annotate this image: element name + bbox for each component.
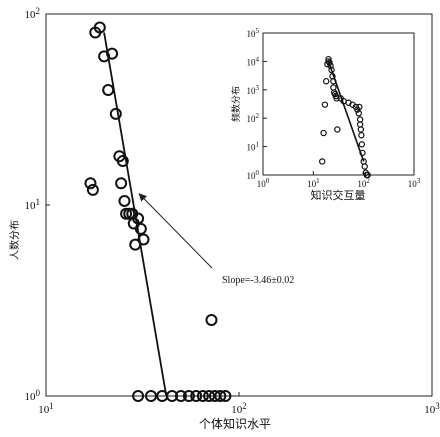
main-y-tick-label: 101 [25,197,41,212]
main-data-point [196,390,209,402]
inset-data-point [356,103,363,111]
main-x-tick-label: 103 [424,401,440,416]
inset-y-axis-label: 频数分布 [230,86,241,122]
main-data-point [174,390,187,402]
main-data-point [145,390,158,402]
main-data-point [190,390,203,402]
inset-y-tick-exponent: 0 [256,169,260,177]
main-y-axis-label: 人数分布 [8,220,21,260]
inset-plot-frame [262,32,415,176]
main-data-point [84,177,97,190]
inset-data-point [326,59,333,66]
main-y-tick-exponent: 0 [36,388,41,398]
main-x-tick-exponent: 2 [242,401,247,411]
main-data-point [182,390,195,402]
main-data-point [118,194,131,207]
main-data-point [137,233,150,246]
main-data-point [102,84,115,97]
inset-data-point [358,141,366,148]
inset-data-point [318,158,326,165]
main-data-point [98,50,111,63]
inset-data-point [327,62,334,69]
inset-background [224,26,420,198]
inset-x-axis-label: 知识交互量 [311,188,366,202]
inset-data-point [322,78,330,85]
main-y-tick-label: 102 [25,6,41,21]
main-data-point [109,107,122,120]
main-data-point [166,390,179,402]
main-y-tick-label: 100 [25,388,41,403]
inset-data-point [357,126,365,133]
main-x-axis-label: 个体知识水平 [199,417,271,431]
inset-points [318,55,371,179]
main-data-point [132,212,145,225]
main-data-point [116,154,129,167]
slope-annotation: Slope=-3.46±0.02 [222,275,294,286]
main-data-point [129,238,142,251]
main-x-tick-exponent: 3 [435,401,440,411]
inset-x-tick-exponent: 1 [316,177,320,185]
main-data-point [115,177,128,190]
main-y-tick-exponent: 2 [36,6,41,16]
inset-data-point [358,132,365,139]
main-data-point [132,390,145,402]
inset-y-tick-exponent: 4 [256,55,260,63]
inset-x-tick-exponent: 2 [366,177,370,185]
inset-data-point [359,149,366,157]
inset-y-tick-exponent: 5 [256,27,260,35]
inset-data-point [321,101,329,108]
main-data-point [219,390,232,402]
inset-data-point [330,78,337,85]
inset-data-point [333,95,340,102]
inset-data-point [364,171,371,179]
main-data-point [214,390,227,402]
inset-data-point [328,66,335,74]
main-x-tick-label: 102 [231,401,247,416]
inset-x-tick-exponent: 3 [417,177,421,185]
inset-data-point [325,55,332,63]
main-data-point [93,21,106,34]
main-data-point [205,313,218,326]
slope-annotation-arrow [138,193,213,269]
inset-data-point [320,129,327,137]
main-y-tick-exponent: 1 [36,197,41,207]
inset-y-tick-exponent: 3 [256,84,260,92]
inset-data-point [355,109,362,117]
main-data-point [86,183,99,196]
main-data-point [203,390,216,402]
main-data-point [134,222,147,235]
inset-data-point [334,126,341,133]
main-x-tick-label: 101 [38,401,54,416]
inset-y-tick-exponent: 2 [256,112,260,120]
inset-data-point [361,163,368,170]
main-x-tick-exponent: 1 [49,401,54,411]
main-data-point [106,47,119,60]
main-points [84,21,232,402]
inset-x-tick-exponent: 0 [266,177,270,185]
inset-y-tick-exponent: 1 [256,141,260,149]
